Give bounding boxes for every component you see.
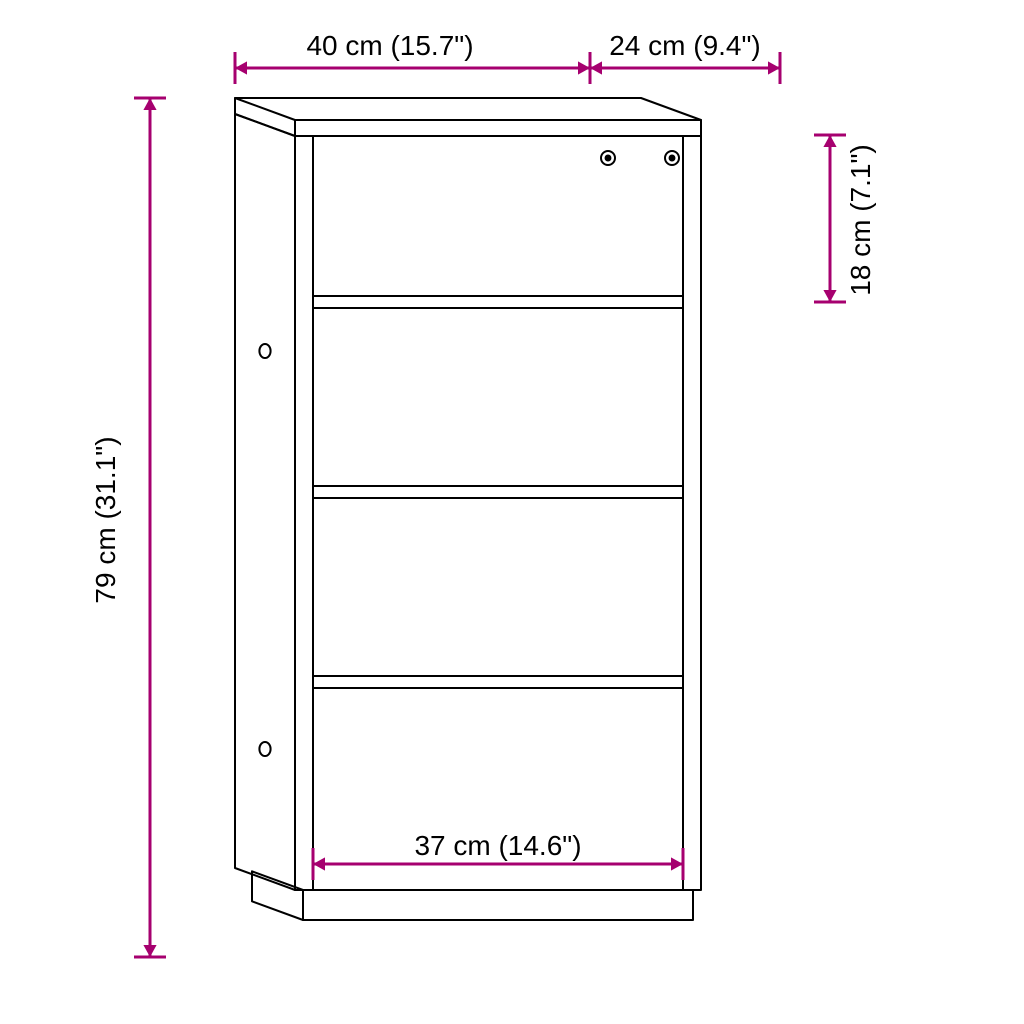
dimension-labels: 40 cm (15.7") 24 cm (9.4") 79 cm (31.1") 18… — [90, 30, 876, 861]
label-width: 40 cm (15.7") — [306, 30, 473, 61]
label-compartment: 18 cm (7.1") — [845, 144, 876, 296]
label-inner_width: 37 cm (14.6") — [414, 830, 581, 861]
label-height: 79 cm (31.1") — [90, 436, 121, 603]
dimension-arrows — [134, 52, 846, 957]
label-depth: 24 cm (9.4") — [609, 30, 761, 61]
shelf-line-art — [235, 98, 701, 920]
